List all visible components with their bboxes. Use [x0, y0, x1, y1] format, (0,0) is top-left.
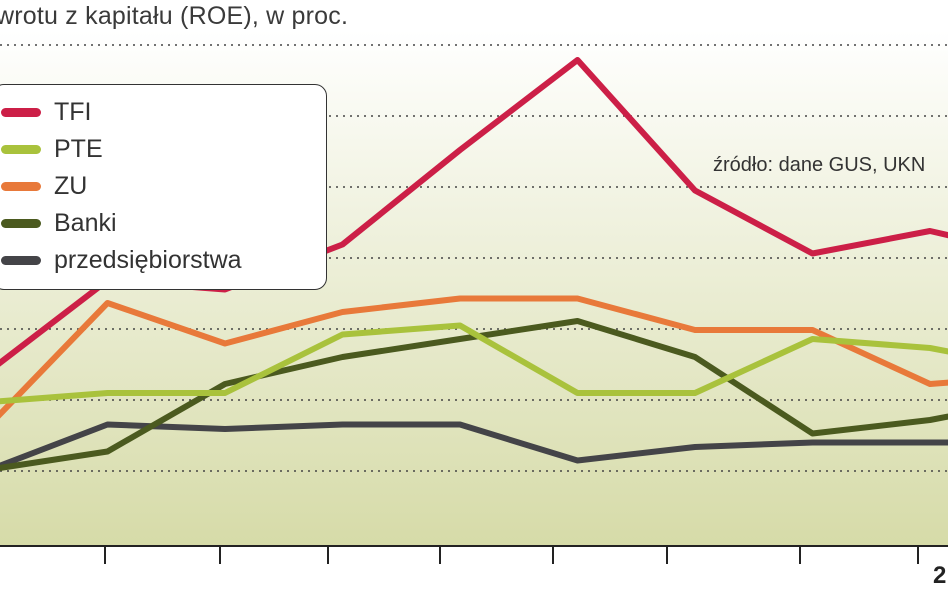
source-note: źródło: dane GUS, UKN: [713, 154, 926, 176]
series-line-zu: [0, 295, 948, 419]
legend-label-przedsiebiorstwa: przedsiębiorstwa: [54, 245, 242, 274]
legend-item-banki: Banki: [0, 206, 117, 240]
legend-swatch-zu: [1, 181, 41, 191]
legend-item-zu: ZU: [0, 169, 87, 203]
legend-item-tfi: TFI: [0, 95, 92, 129]
legend-label-zu: ZU: [54, 171, 88, 200]
series-line-przedsiebiorstwa: [0, 421, 948, 469]
legend-item-przedsiebiorstwa: przedsiębiorstwa: [0, 243, 242, 277]
x-ticks: [104, 546, 919, 564]
legend-swatch-pte: [1, 144, 41, 154]
legend-swatch-tfi: [1, 107, 41, 117]
series-line-banki: [0, 318, 948, 472]
legend-swatch-banki: [1, 218, 41, 228]
legend: TFI PTE ZU Banki przedsiębiorstwa: [0, 84, 327, 290]
legend-item-pte: PTE: [0, 132, 103, 166]
legend-label-tfi: TFI: [54, 97, 92, 126]
series-line-pte: [0, 322, 948, 405]
legend-label-banki: Banki: [54, 208, 117, 237]
legend-label-pte: PTE: [54, 134, 103, 163]
chart-title: wrotu z kapitału (ROE), w proc.: [0, 2, 349, 30]
x-tick-label-end: 2: [933, 562, 947, 589]
legend-swatch-przedsiebiorstwa: [1, 255, 41, 265]
